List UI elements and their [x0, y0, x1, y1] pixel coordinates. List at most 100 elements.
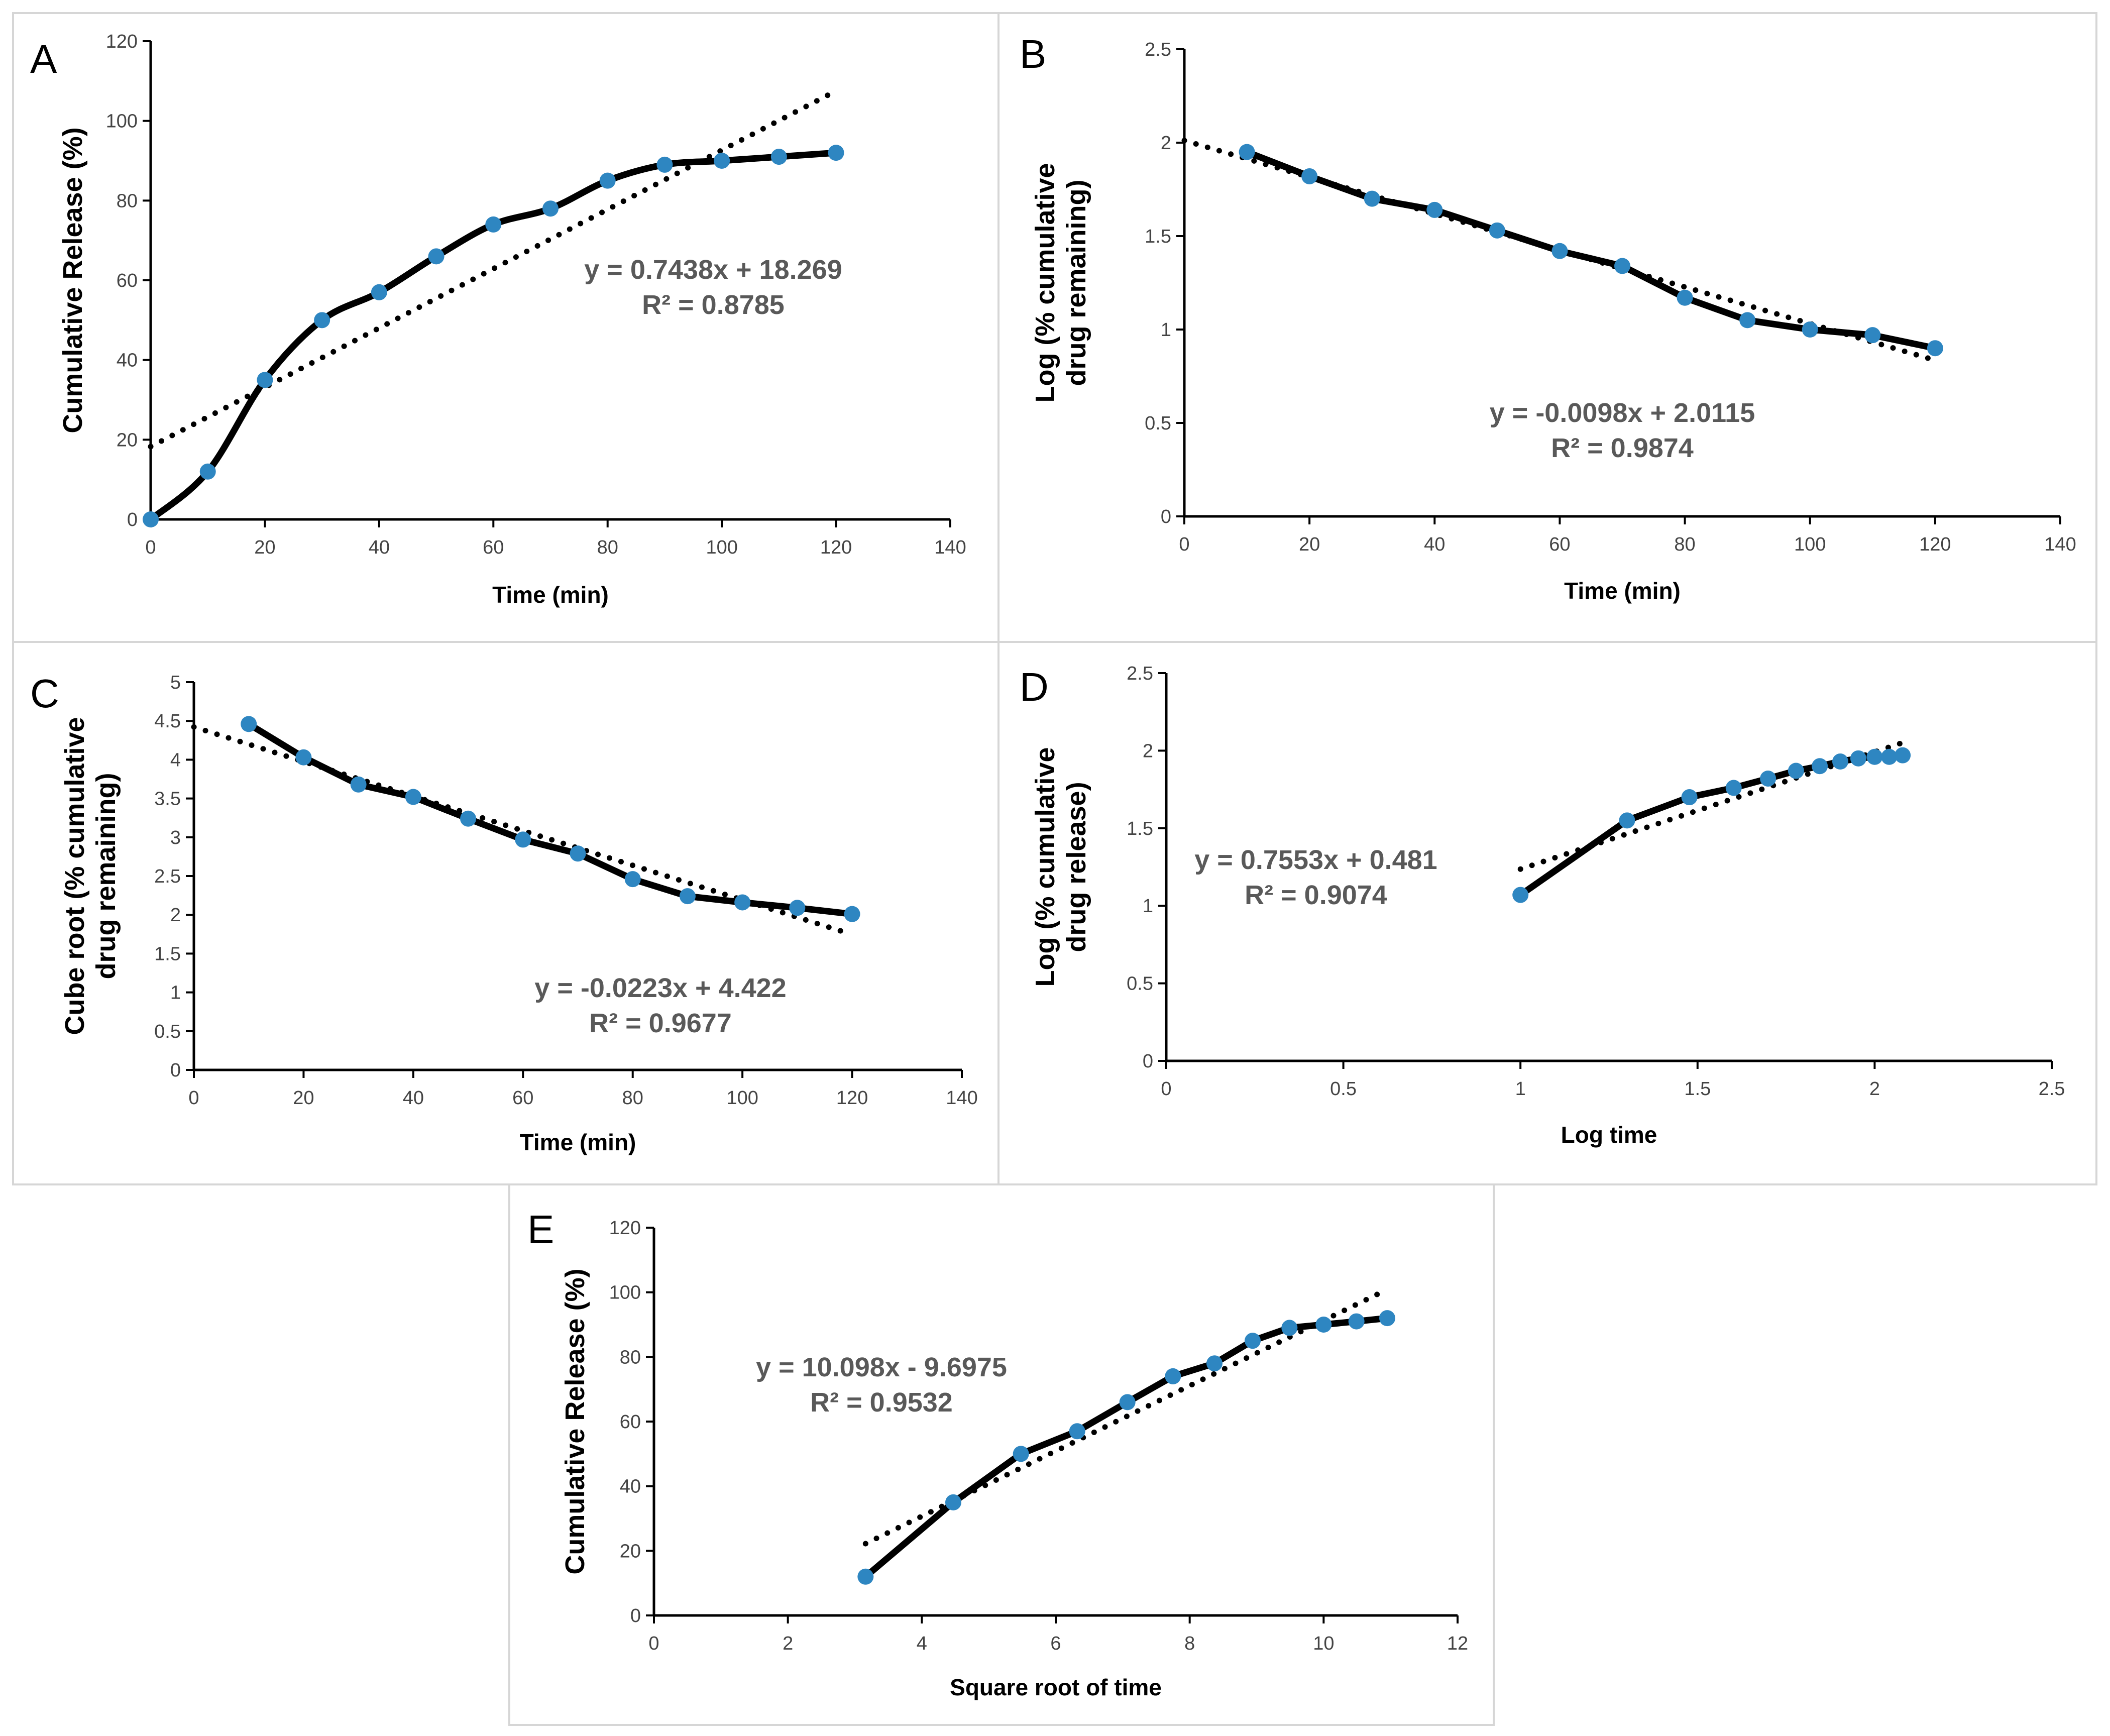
y-tick-label-b: 1.5	[1145, 226, 1171, 247]
data-point-c	[241, 716, 257, 732]
x-tick-label-a: 120	[820, 537, 852, 558]
y-tick-label-d: 2.5	[1127, 663, 1153, 684]
x-tick-label-e: 6	[1050, 1633, 1061, 1654]
x-axis-label-c: Time (min)	[520, 1129, 636, 1155]
y-tick-label-a: 60	[117, 270, 138, 291]
y-axis-label-d: Log (% cumulative	[1030, 747, 1060, 987]
y-axis-label-e: Cumulative Release (%)	[560, 1268, 590, 1574]
data-point-a	[143, 511, 159, 527]
data-point-a	[656, 156, 673, 173]
data-point-c	[679, 888, 696, 905]
data-point-b	[1614, 258, 1630, 274]
y-tick-label-a: 80	[117, 190, 138, 211]
y-axis-label-b: drug remaining)	[1061, 179, 1091, 386]
y-tick-label-c: 0.5	[154, 1021, 181, 1042]
data-point-e	[1165, 1368, 1181, 1384]
data-point-e	[1379, 1310, 1395, 1327]
trend-equation-d: y = 0.7553x + 0.481	[1194, 845, 1437, 875]
data-point-e	[1315, 1317, 1332, 1333]
x-tick-label-c: 60	[512, 1088, 533, 1109]
data-point-b	[1301, 168, 1318, 184]
data-point-d	[1788, 763, 1804, 779]
y-tick-label-c: 5	[170, 672, 181, 693]
trend-equation-c: y = -0.0223x + 4.422	[534, 973, 786, 1003]
y-tick-label-a: 0	[127, 509, 138, 530]
data-point-a	[828, 145, 844, 161]
data-point-e	[1245, 1333, 1261, 1349]
data-line-d	[1517, 752, 1906, 899]
data-point-e	[857, 1568, 874, 1585]
y-tick-label-e: 40	[620, 1476, 641, 1497]
x-tick-label-c: 20	[293, 1088, 314, 1109]
x-tick-label-b: 40	[1424, 534, 1445, 555]
data-line-a	[147, 149, 840, 523]
data-point-c	[515, 831, 531, 848]
x-tick-label-c: 100	[726, 1088, 758, 1109]
x-tick-label-a: 60	[483, 537, 504, 558]
data-point-b	[1426, 201, 1443, 218]
panel-frame-d	[997, 641, 2097, 1185]
data-point-a	[428, 248, 445, 265]
y-tick-label-d: 0.5	[1127, 973, 1153, 995]
y-tick-label-b: 1	[1161, 319, 1171, 341]
data-point-e	[1348, 1313, 1365, 1330]
x-tick-label-a: 20	[254, 537, 275, 558]
y-tick-label-c: 2	[170, 905, 181, 926]
data-point-b	[1239, 144, 1255, 160]
data-point-a	[599, 172, 616, 189]
data-point-b	[1927, 340, 1943, 357]
x-axis-label-b: Time (min)	[1564, 578, 1681, 604]
y-tick-label-d: 0	[1143, 1051, 1153, 1072]
trendline-c	[191, 724, 844, 934]
data-point-d	[1832, 753, 1848, 770]
panel-label-d: D	[1020, 665, 1049, 709]
x-tick-label-d: 2	[1869, 1078, 1880, 1100]
y-axis-label-a: Cumulative Release (%)	[58, 127, 88, 433]
data-point-b	[1677, 289, 1693, 306]
y-tick-label-a: 40	[117, 350, 138, 371]
data-point-c	[460, 810, 477, 827]
x-axis-label-e: Square root of time	[950, 1674, 1162, 1700]
x-tick-label-e: 8	[1184, 1633, 1195, 1654]
y-tick-label-a: 20	[117, 429, 138, 451]
x-tick-label-c: 0	[188, 1088, 199, 1109]
trend-equation-e: y = 10.098x - 9.6975	[756, 1352, 1007, 1382]
trendline-a	[148, 88, 839, 450]
data-point-b	[1802, 321, 1818, 338]
x-tick-label-b: 140	[2044, 534, 2076, 555]
x-tick-label-d: 1	[1515, 1078, 1526, 1100]
y-tick-label-e: 80	[620, 1347, 641, 1368]
x-tick-label-a: 80	[597, 537, 618, 558]
x-tick-label-e: 2	[783, 1633, 793, 1654]
y-tick-label-c: 2.5	[154, 866, 181, 887]
data-point-a	[770, 149, 787, 165]
y-tick-label-c: 4	[170, 749, 181, 771]
data-point-d	[1619, 812, 1635, 829]
data-point-b	[1551, 243, 1568, 259]
r-squared-c: R² = 0.9677	[589, 1008, 732, 1038]
r-squared-e: R² = 0.9532	[810, 1387, 953, 1418]
y-tick-label-b: 2.5	[1145, 39, 1171, 60]
panel-frame-e	[508, 1183, 1495, 1726]
x-tick-label-a: 0	[145, 537, 156, 558]
x-tick-label-a: 100	[706, 537, 737, 558]
x-axis-label-d: Log time	[1561, 1122, 1657, 1148]
x-tick-label-b: 80	[1674, 534, 1695, 555]
r-squared-a: R² = 0.8785	[642, 290, 785, 320]
r-squared-b: R² = 0.9874	[1551, 433, 1694, 463]
y-tick-label-c: 0	[170, 1060, 181, 1081]
x-tick-label-e: 4	[917, 1633, 927, 1654]
data-point-e	[1281, 1320, 1298, 1336]
data-point-d	[1725, 780, 1742, 796]
y-tick-label-d: 1	[1143, 896, 1153, 917]
y-tick-label-e: 0	[630, 1605, 641, 1626]
data-point-a	[199, 463, 216, 480]
x-tick-label-d: 2.5	[2039, 1078, 2065, 1100]
x-tick-label-c: 40	[403, 1088, 424, 1109]
data-point-e	[1119, 1394, 1136, 1410]
data-point-e	[945, 1494, 961, 1510]
x-tick-label-b: 0	[1179, 534, 1189, 555]
data-point-e	[1069, 1423, 1085, 1440]
data-point-d	[1760, 770, 1776, 787]
